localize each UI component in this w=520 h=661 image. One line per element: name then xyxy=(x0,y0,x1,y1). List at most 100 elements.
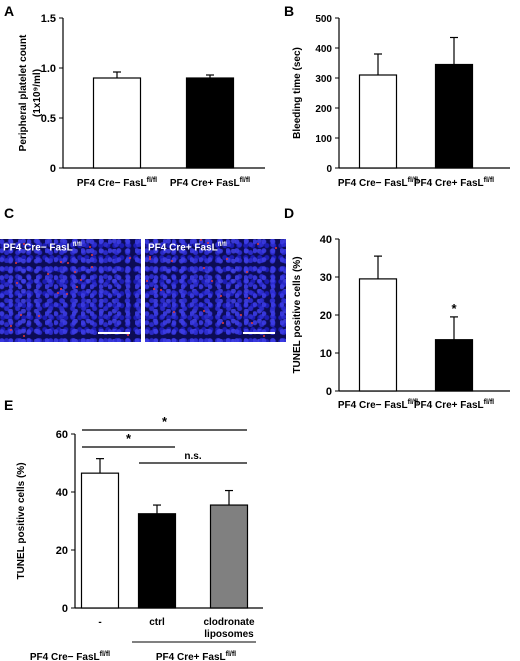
tunel-signal xyxy=(74,271,76,273)
bar xyxy=(209,504,249,609)
bar xyxy=(185,77,235,169)
tunel-signal xyxy=(20,314,22,316)
x-tick-label: PF4 Cre− FasLfl/fl xyxy=(338,399,418,411)
tunel-signal xyxy=(173,311,175,313)
tunel-signal xyxy=(57,292,59,294)
tunel-signal xyxy=(263,335,265,337)
tunel-signal xyxy=(47,273,49,275)
y-tick-label: 300 xyxy=(315,74,332,85)
significance-mark: * xyxy=(451,301,457,316)
bar xyxy=(92,77,142,169)
tunel-signal xyxy=(257,243,259,245)
tunel-signal xyxy=(66,293,68,295)
tunel-signal xyxy=(89,246,91,248)
tunel-signal xyxy=(203,310,205,312)
scale-bar xyxy=(243,332,275,334)
tunel-signal xyxy=(10,325,12,327)
y-axis-label: TUNEL positive cells (%) xyxy=(16,462,27,579)
x-tick-label: liposomes xyxy=(204,629,254,640)
tunel-signal xyxy=(251,322,253,324)
micrograph-left-label: PF4 Cre− FasLfl/fl xyxy=(3,242,82,254)
tunel-signal xyxy=(149,256,151,258)
y-tick-label: 500 xyxy=(315,14,332,25)
tunel-signal xyxy=(91,266,93,268)
tunel-signal xyxy=(207,242,209,244)
tunel-signal xyxy=(149,258,151,260)
micrograph-right: PF4 Cre+ FasLfl/fl xyxy=(145,239,286,342)
y-tick-label: 0 xyxy=(326,386,332,398)
tunel-signal xyxy=(171,260,173,262)
tunel-signal xyxy=(211,280,213,282)
y-tick-label: 10 xyxy=(320,348,332,360)
y-axis-label: TUNEL positive cells (%) xyxy=(292,256,303,373)
tunel-signal xyxy=(146,280,148,282)
micrograph-right-label: PF4 Cre+ FasLfl/fl xyxy=(148,242,227,254)
tunel-signal xyxy=(67,262,69,264)
tunel-signal xyxy=(226,258,228,260)
tunel-signal xyxy=(60,288,62,290)
tunel-signal xyxy=(160,289,162,291)
panel-label-a: A xyxy=(4,3,14,19)
bar xyxy=(434,63,474,169)
tunel-signal xyxy=(23,335,25,337)
micrograph-left: PF4 Cre− FasLfl/fl xyxy=(0,239,141,342)
tunel-signal xyxy=(38,315,40,317)
panel-label-d: D xyxy=(284,205,294,221)
y-tick-label: 30 xyxy=(320,272,332,284)
x-tick-label: PF4 Cre+ FasLfl/fl xyxy=(170,177,250,189)
tunel-signal xyxy=(80,279,82,281)
scale-bar xyxy=(98,332,130,334)
tunel-signal xyxy=(240,314,242,316)
y-axis-unit: (1x10⁹/ml) xyxy=(32,69,43,117)
tunel-signal xyxy=(10,329,12,331)
y-axis-label: Bleeding time (sec) xyxy=(292,47,303,139)
chart-d: 0 10 20 30 40 TUNEL positive cells (%) * PF4 Cr… xyxy=(292,234,510,411)
chart-a: 0 0.5 1.0 1.5 Peripheral platelet count (1x10… xyxy=(18,13,265,189)
tunel-signal xyxy=(23,243,25,245)
y-axis-label: Peripheral platelet count xyxy=(18,34,29,151)
y-tick-label: 0 xyxy=(326,164,332,175)
y-tick-label: 0 xyxy=(62,603,68,615)
y-tick-label: 100 xyxy=(315,134,332,145)
y-tick-label: 400 xyxy=(315,44,332,55)
tunel-signal xyxy=(222,322,224,324)
x-tick-label: PF4 Cre+ FasLfl/fl xyxy=(414,399,494,411)
y-tick-label: 1.5 xyxy=(41,13,56,25)
x-tick-label: PF4 Cre− FasLfl/fl xyxy=(338,177,418,189)
y-tick-label: 20 xyxy=(320,310,332,322)
tunel-signal xyxy=(60,261,62,263)
x-tick-label: PF4 Cre+ FasLfl/fl xyxy=(414,177,494,189)
y-tick-label: 200 xyxy=(315,104,332,115)
panel-label-e: E xyxy=(4,397,13,413)
tunel-signal xyxy=(248,297,250,299)
group-label: PF4 Cre− FasLfl/fl xyxy=(30,651,110,661)
panel-label-b: B xyxy=(284,3,294,19)
group-label: PF4 Cre+ FasLfl/fl xyxy=(156,651,236,661)
tunel-signal xyxy=(76,286,78,288)
tunel-signal xyxy=(91,254,93,256)
comparison-label: * xyxy=(126,431,132,446)
tunel-signal xyxy=(203,267,205,269)
chart-b: 0 100 200 300 400 500 Bleeding time (sec) PF4 C… xyxy=(292,14,510,189)
y-tick-label: 40 xyxy=(56,487,68,499)
y-tick-label: 1.0 xyxy=(41,63,56,75)
x-tick-label: - xyxy=(98,617,101,628)
bar xyxy=(80,472,120,609)
tunel-signal xyxy=(15,262,17,264)
bar xyxy=(137,513,177,609)
y-tick-label: 0.5 xyxy=(41,113,56,125)
y-tick-label: 60 xyxy=(56,429,68,441)
x-tick-label: clodronate xyxy=(203,617,255,628)
y-tick-label: 40 xyxy=(320,234,332,246)
y-tick-label: 0 xyxy=(50,163,56,175)
y-tick-label: 20 xyxy=(56,545,68,557)
bar xyxy=(358,74,398,169)
chart-e: 0 20 40 60 TUNEL positive cells (%) - ctrl clod… xyxy=(16,414,263,661)
tunel-signal xyxy=(127,334,129,336)
tunel-signal xyxy=(200,239,202,241)
x-tick-label: PF4 Cre− FasLfl/fl xyxy=(77,177,157,189)
bar xyxy=(358,278,398,392)
x-tick-label: ctrl xyxy=(149,617,165,628)
bar xyxy=(434,339,474,392)
